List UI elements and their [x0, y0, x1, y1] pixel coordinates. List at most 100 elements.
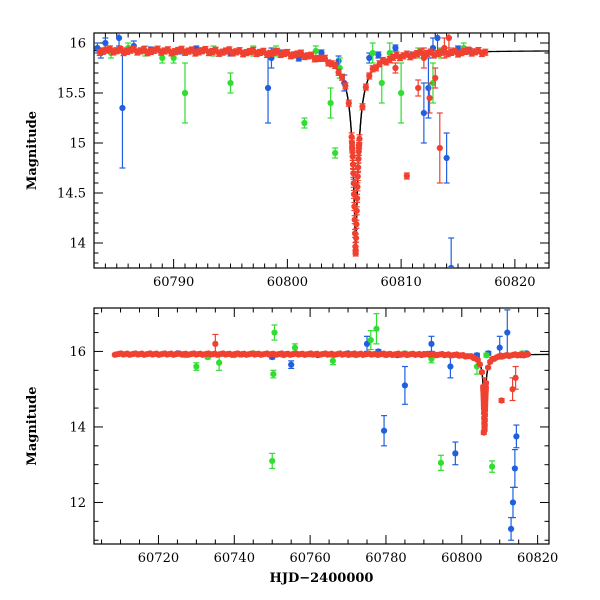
bottom-panel-full-light-curve: 60720 60740 60760 60780 60800 60820 12 14 16 Magn… — [25, 307, 558, 586]
data-point — [524, 351, 531, 358]
data-point — [271, 324, 278, 341]
series-0 — [174, 309, 530, 541]
x-tick-label: 60810 — [380, 275, 421, 290]
data-point — [425, 57, 432, 119]
data-point — [481, 406, 489, 414]
data-point — [498, 397, 505, 404]
data-point — [332, 147, 339, 159]
y-tick-label: 15 — [69, 137, 86, 152]
data-point — [362, 83, 369, 91]
data-point — [504, 309, 511, 356]
data-point — [429, 62, 437, 104]
data-point — [356, 134, 363, 144]
data-point — [227, 72, 234, 94]
data-point — [380, 415, 388, 447]
data-point — [353, 219, 360, 229]
data-point — [415, 79, 422, 97]
data-point — [352, 245, 359, 255]
plot-frame — [93, 32, 550, 269]
series-2 — [111, 333, 531, 436]
data-point — [448, 237, 455, 268]
data-point — [291, 343, 299, 353]
data-point — [301, 117, 308, 129]
x-tick-label: 60760 — [289, 551, 330, 566]
data-point — [509, 377, 516, 402]
x-axis-title: HJD−2400000 — [270, 571, 374, 586]
x-tick-label: 60820 — [494, 275, 535, 290]
plot-frame — [93, 307, 550, 545]
data-point — [512, 365, 519, 390]
y-axis-title: Magnitude — [25, 386, 40, 465]
x-tick-label: 60780 — [365, 551, 406, 566]
series-0 — [94, 33, 473, 268]
data-point — [481, 416, 488, 423]
data-point — [329, 356, 336, 366]
x-tick-label: 60740 — [214, 551, 255, 566]
data-point — [420, 47, 427, 69]
data-point — [354, 182, 361, 192]
data-point — [366, 72, 373, 80]
x-tick-label: 60800 — [267, 275, 308, 290]
data-point — [443, 132, 450, 184]
data-point — [509, 486, 517, 519]
x-tick-label: 60800 — [441, 551, 482, 566]
data-point — [359, 103, 366, 111]
data-point — [369, 42, 376, 64]
y-tick-label: 15.5 — [57, 87, 86, 102]
data-point — [441, 37, 448, 59]
data-point — [288, 360, 295, 370]
data-point — [352, 233, 360, 243]
data-point — [432, 67, 439, 89]
data-point — [367, 330, 374, 351]
top-panel-zoomed-light-curve: 60790 60800 60810 60820 14 14.5 15 15.5 16 Magnit… — [25, 32, 550, 290]
data-point — [327, 87, 334, 119]
y-tick-label: 14.5 — [57, 187, 86, 202]
data-point — [236, 47, 243, 55]
data-point — [354, 193, 361, 203]
data-point — [378, 62, 385, 104]
data-point — [119, 47, 126, 169]
data-point — [212, 333, 219, 354]
data-point — [481, 421, 488, 429]
data-point — [481, 411, 489, 418]
data-point — [489, 460, 496, 473]
y-tick-label: 16 — [69, 37, 86, 52]
series-2 — [96, 33, 489, 257]
data-point — [420, 82, 427, 144]
data-point — [426, 82, 433, 114]
data-point — [392, 62, 399, 74]
data-point — [332, 61, 339, 69]
data-point — [373, 313, 380, 345]
data-point — [436, 112, 443, 184]
data-point — [342, 82, 349, 90]
data-point — [478, 369, 485, 376]
data-point — [507, 516, 515, 541]
x-tick-label: 60790 — [153, 275, 194, 290]
data-point — [511, 449, 518, 488]
data-point — [349, 159, 357, 170]
data-point — [403, 172, 410, 180]
data-point — [181, 62, 189, 124]
data-point — [264, 52, 272, 124]
data-point — [269, 452, 276, 470]
data-point — [350, 168, 357, 178]
data-point — [445, 33, 452, 49]
data-point — [480, 429, 487, 436]
x-tick-label: 60720 — [138, 551, 179, 566]
data-point — [355, 154, 362, 164]
data-point — [345, 99, 352, 107]
data-point — [250, 46, 257, 55]
data-point — [482, 48, 489, 56]
y-tick-label: 12 — [69, 496, 86, 511]
data-point — [366, 52, 373, 64]
data-point — [398, 62, 405, 124]
model-curve — [94, 50, 549, 247]
data-point — [481, 377, 488, 402]
data-point — [428, 335, 435, 353]
data-point — [483, 352, 490, 359]
y-axis-title: Magnitude — [25, 111, 40, 190]
data-point — [401, 365, 409, 405]
y-tick-label: 14 — [69, 237, 86, 252]
data-point — [476, 361, 483, 368]
